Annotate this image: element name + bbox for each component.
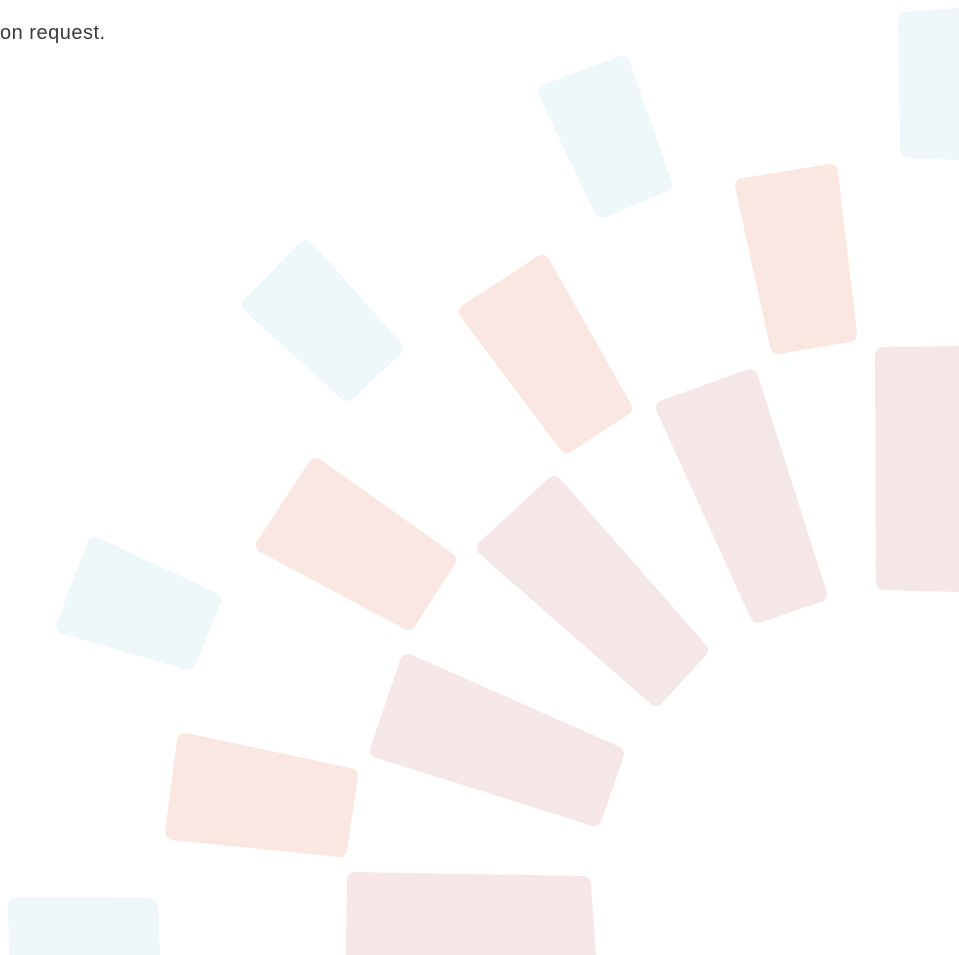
shape <box>664 377 819 615</box>
shape <box>906 16 959 152</box>
shape <box>883 354 959 584</box>
shape <box>546 64 664 210</box>
shape <box>354 880 588 955</box>
shape <box>16 905 152 955</box>
shape <box>485 484 700 698</box>
text: on request. <box>0 22 106 45</box>
shape <box>173 741 350 849</box>
shape <box>250 248 395 393</box>
shape <box>378 662 616 818</box>
shape <box>264 466 448 622</box>
page: on request. (() => { const data = JSON.p… <box>0 0 959 955</box>
shape <box>64 545 213 662</box>
decoration <box>0 0 959 955</box>
shape <box>467 263 624 445</box>
shape <box>743 172 849 346</box>
